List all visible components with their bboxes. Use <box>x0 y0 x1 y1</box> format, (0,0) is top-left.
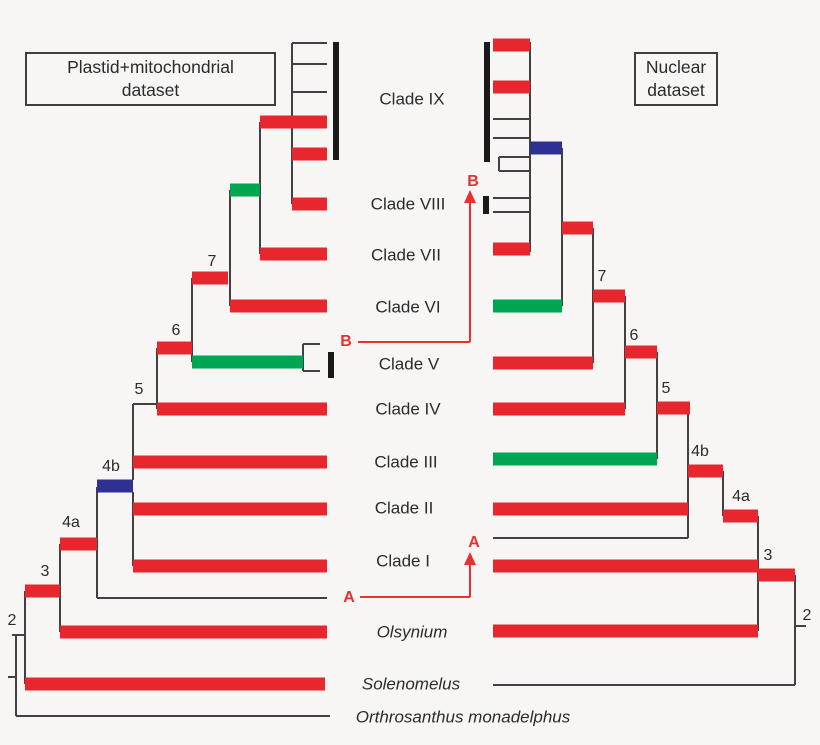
node-support-label: 6 <box>629 327 639 344</box>
branch-bar-red <box>625 345 657 359</box>
left-dataset-box: Plastid+mitochondrial dataset <box>25 52 276 106</box>
node-support-label: 7 <box>597 268 607 285</box>
branch-bar-red <box>192 271 228 285</box>
clade-label: Solenomelus <box>361 674 461 694</box>
branch-bar-red <box>723 509 758 523</box>
clade-label: Clade I <box>376 551 430 571</box>
branch-bar-red <box>657 401 690 415</box>
left-dataset-box-line1: Plastid+mitochondrial <box>67 57 234 77</box>
clade-label: Clade V <box>378 354 440 374</box>
clade-label: Clade II <box>374 498 434 518</box>
branch-bar-red <box>25 584 60 598</box>
right-dataset-box-line2: dataset <box>647 80 705 100</box>
branch-bar-red <box>493 402 625 416</box>
clade-v-bracket-left <box>328 352 334 378</box>
branch-bar-red <box>292 147 327 161</box>
branch-bar-red <box>60 625 327 639</box>
node-support-label: 4a <box>732 488 750 505</box>
node-support-label: 7 <box>207 253 217 270</box>
right-dataset-box: Nuclear dataset <box>634 52 718 106</box>
clade-label: Clade VII <box>371 245 441 265</box>
node-support-label: 4b <box>102 458 120 475</box>
branch-bar-red <box>493 242 530 256</box>
branch-bar-red <box>260 247 327 261</box>
branch-bar-green <box>192 355 303 369</box>
branch-bar-green <box>493 452 657 466</box>
node-support-label: 5 <box>134 381 144 398</box>
clade-label: Clade IV <box>375 399 441 419</box>
node-support-label: 5 <box>661 380 671 397</box>
branch-bar-blue <box>530 141 562 155</box>
branch-bar-red <box>493 80 530 94</box>
up-arrowhead <box>464 552 476 565</box>
annotation-label: B <box>340 333 352 350</box>
up-arrowhead <box>464 190 476 203</box>
branch-bar-red <box>758 568 795 582</box>
clade-viii-bracket-right <box>483 196 489 214</box>
branch-bar-red <box>493 38 530 52</box>
node-support-label: 2 <box>802 607 812 624</box>
branch-bar-red <box>157 402 327 416</box>
branch-bar-red <box>133 502 327 516</box>
branch-bar-red <box>688 464 723 478</box>
annotation-label: B <box>467 173 479 190</box>
clade-ix-bracket-left <box>333 42 339 160</box>
branch-bar-red <box>493 356 593 370</box>
node-support-label: 2 <box>7 612 17 629</box>
branch-bar-red <box>157 341 192 355</box>
branch-bar-red <box>292 197 327 211</box>
branch-bar-red <box>493 624 758 638</box>
branch-bar-red <box>493 559 758 573</box>
branch-bar-green <box>230 183 260 197</box>
clade-ix-bracket-right <box>484 42 490 162</box>
clade-label: Olsynium <box>376 622 448 642</box>
clade-label: Orthrosanthus monadelphus <box>355 707 571 727</box>
node-support-label: 3 <box>40 563 50 580</box>
annotation-label: A <box>468 534 480 551</box>
branch-bar-red <box>493 502 688 516</box>
clade-label: Clade IX <box>379 89 445 109</box>
node-support-label: 4a <box>62 514 80 531</box>
branch-bar-red <box>230 299 327 313</box>
branch-bar-red <box>593 289 625 303</box>
left-dataset-box-line2: dataset <box>121 80 180 100</box>
branch-bar-red <box>25 677 325 691</box>
branch-bar-red <box>133 455 327 469</box>
node-support-label: 6 <box>171 322 181 339</box>
node-support-label: 3 <box>763 547 773 564</box>
right-dataset-box-line1: Nuclear <box>645 57 707 77</box>
clade-label: Clade VI <box>375 297 441 317</box>
branch-bar-green <box>493 299 562 313</box>
node-support-label: 4b <box>691 443 709 460</box>
branch-bar-red <box>133 559 327 573</box>
clade-label: Clade VIII <box>370 194 446 214</box>
annotation-label: A <box>343 589 355 606</box>
clade-label: Clade III <box>374 452 438 472</box>
branch-bar-red <box>60 537 97 551</box>
branch-bar-blue <box>97 479 133 493</box>
branch-bar-red <box>562 221 593 235</box>
branch-bar-red <box>260 115 327 129</box>
